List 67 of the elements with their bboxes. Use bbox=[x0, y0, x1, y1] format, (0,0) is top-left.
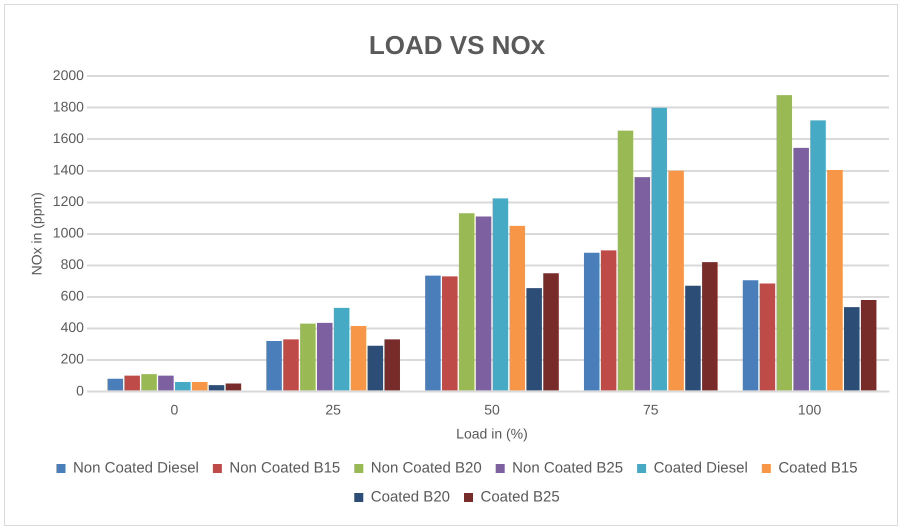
bar bbox=[226, 384, 242, 390]
bar bbox=[334, 308, 350, 390]
legend-label: Coated Diesel bbox=[654, 460, 748, 477]
y-tick-label: 2000 bbox=[52, 67, 84, 84]
bar bbox=[526, 288, 542, 390]
bar bbox=[618, 130, 634, 390]
bar bbox=[158, 376, 174, 390]
y-tick-label: 1400 bbox=[52, 162, 84, 178]
bar bbox=[634, 177, 650, 390]
bar bbox=[476, 216, 492, 390]
legend-label: Non Coated B15 bbox=[229, 460, 340, 477]
bar bbox=[844, 307, 860, 390]
y-tick-label: 1800 bbox=[52, 98, 84, 115]
legend-label: Non Coated B20 bbox=[370, 460, 482, 477]
legend-label: Non Coated B25 bbox=[512, 460, 624, 477]
bar bbox=[384, 339, 400, 390]
bar bbox=[492, 198, 508, 390]
bar bbox=[208, 385, 224, 390]
bar bbox=[668, 170, 684, 390]
y-tick-label: 600 bbox=[60, 288, 84, 304]
x-tick-label: 75 bbox=[642, 402, 659, 418]
chart-title: LOAD VS NOx bbox=[368, 30, 546, 60]
bar bbox=[368, 346, 384, 390]
bar bbox=[192, 382, 208, 390]
bar bbox=[827, 170, 843, 390]
legend-label: Coated B15 bbox=[778, 460, 858, 477]
bar bbox=[760, 283, 776, 390]
legend-label: Coated B25 bbox=[480, 488, 560, 506]
bar bbox=[300, 324, 316, 390]
bar bbox=[543, 273, 559, 390]
bar bbox=[600, 250, 616, 390]
x-axis-title: Load in (%) bbox=[456, 425, 528, 442]
bar bbox=[425, 276, 441, 390]
bar bbox=[793, 148, 809, 390]
x-tick-label: 100 bbox=[798, 402, 822, 418]
bar bbox=[124, 376, 140, 390]
bar bbox=[316, 322, 332, 390]
bar bbox=[108, 378, 124, 390]
bar bbox=[458, 213, 474, 390]
y-tick-label: 800 bbox=[60, 256, 84, 272]
legend-label: Coated B20 bbox=[370, 488, 450, 506]
x-tick-label: 25 bbox=[325, 402, 342, 418]
x-tick-label: 0 bbox=[170, 402, 178, 418]
bar bbox=[283, 339, 299, 390]
bar bbox=[810, 120, 826, 390]
bar bbox=[175, 382, 191, 390]
y-tick-label: 1000 bbox=[52, 224, 84, 241]
x-tick-label: 50 bbox=[484, 402, 500, 418]
y-tick-label: 0 bbox=[76, 382, 84, 398]
bar bbox=[141, 374, 157, 390]
bar bbox=[742, 280, 758, 390]
bar bbox=[510, 226, 526, 390]
bar bbox=[860, 300, 876, 390]
bar bbox=[266, 340, 282, 390]
bar bbox=[651, 108, 667, 390]
y-axis-title: NOx in (ppm) bbox=[28, 192, 44, 276]
legend-label: Non Coated Diesel bbox=[72, 460, 199, 477]
bar bbox=[442, 276, 458, 390]
y-tick-label: 400 bbox=[60, 319, 84, 336]
bar bbox=[776, 95, 792, 390]
bar bbox=[350, 326, 366, 390]
y-tick-label: 1600 bbox=[52, 130, 84, 146]
bar bbox=[685, 286, 701, 390]
bar bbox=[702, 262, 718, 390]
y-tick-label: 1200 bbox=[52, 193, 84, 210]
bar bbox=[584, 252, 600, 390]
y-tick-label: 200 bbox=[60, 350, 84, 367]
